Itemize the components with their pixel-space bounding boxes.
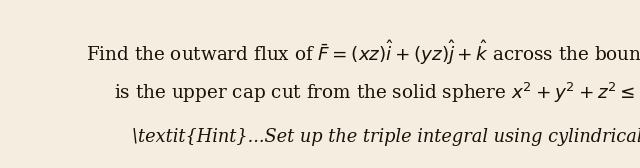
- Text: \textit{Hint}...Set up the triple integral using cylindrical coordinates.: \textit{Hint}...Set up the triple integr…: [132, 128, 640, 146]
- Text: Find the outward flux of $\bar{F}=(xz)\hat{i}+(yz)\hat{j}+\hat{k}$ across the bo: Find the outward flux of $\bar{F}=(xz)\h…: [86, 38, 640, 67]
- Text: is the upper cap cut from the solid sphere $x^2+y^2+z^2\leq 25$ by the plane $z=: is the upper cap cut from the solid sphe…: [114, 80, 640, 105]
